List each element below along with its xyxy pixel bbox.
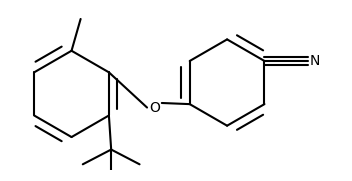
Text: O: O (149, 100, 160, 115)
Text: N: N (310, 54, 320, 68)
